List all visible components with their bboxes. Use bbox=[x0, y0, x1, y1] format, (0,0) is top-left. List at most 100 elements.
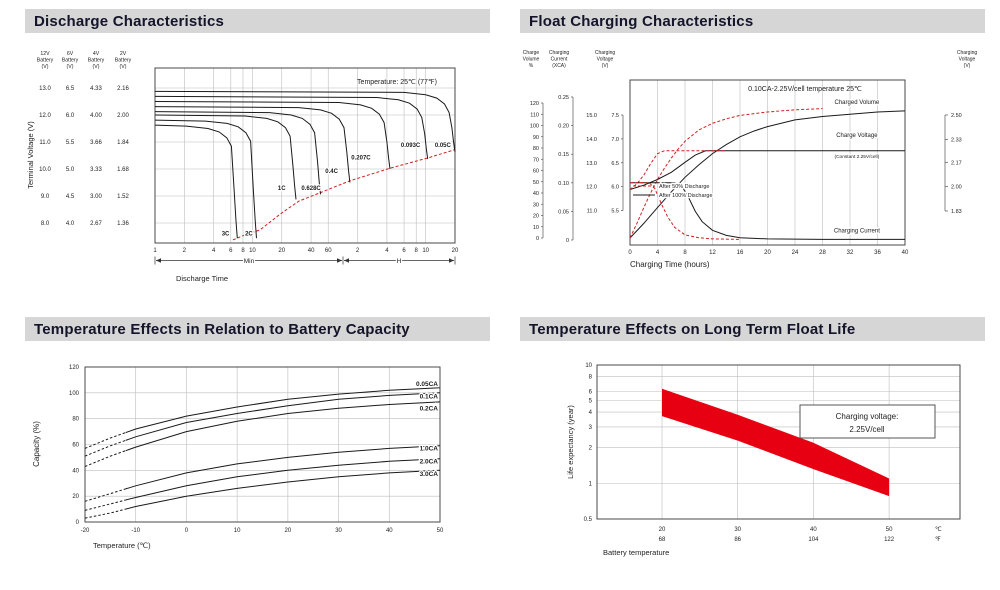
svg-text:120: 120 bbox=[530, 101, 539, 107]
svg-text:4.5: 4.5 bbox=[66, 194, 75, 200]
svg-text:0: 0 bbox=[628, 250, 632, 256]
svg-text:7.0: 7.0 bbox=[611, 137, 619, 143]
svg-text:10: 10 bbox=[249, 248, 256, 254]
svg-text:Charging: Charging bbox=[957, 50, 978, 56]
svg-text:104: 104 bbox=[808, 537, 819, 543]
section-title-float-charging: Float Charging Characteristics bbox=[520, 9, 985, 33]
svg-text:20: 20 bbox=[278, 248, 285, 254]
svg-text:Charge Voltage: Charge Voltage bbox=[836, 133, 878, 139]
svg-text:1.83: 1.83 bbox=[951, 209, 962, 215]
svg-text:8: 8 bbox=[241, 248, 245, 254]
svg-text:80: 80 bbox=[533, 146, 539, 152]
svg-text:11.0: 11.0 bbox=[39, 140, 51, 146]
svg-text:30: 30 bbox=[734, 527, 741, 533]
svg-text:4: 4 bbox=[656, 250, 660, 256]
svg-text:12.0: 12.0 bbox=[39, 113, 51, 119]
svg-text:8: 8 bbox=[589, 374, 593, 380]
svg-text:Battery temperature: Battery temperature bbox=[603, 548, 669, 557]
svg-text:20: 20 bbox=[285, 528, 292, 534]
svg-text:6.5: 6.5 bbox=[611, 161, 619, 167]
svg-text:3.0CA: 3.0CA bbox=[420, 471, 439, 478]
svg-text:30: 30 bbox=[335, 528, 342, 534]
svg-text:0: 0 bbox=[536, 236, 539, 242]
svg-text:9.0: 9.0 bbox=[41, 194, 50, 200]
svg-text:8: 8 bbox=[415, 248, 419, 254]
svg-text:Terminal Voltage (V): Terminal Voltage (V) bbox=[26, 121, 35, 189]
svg-text:5: 5 bbox=[589, 399, 593, 405]
svg-text:60: 60 bbox=[325, 248, 332, 254]
svg-text:Charging voltage:: Charging voltage: bbox=[836, 412, 899, 421]
svg-text:0.207C: 0.207C bbox=[351, 156, 371, 162]
svg-text:0: 0 bbox=[76, 520, 80, 526]
svg-text:Voltage: Voltage bbox=[597, 57, 614, 63]
svg-text:20: 20 bbox=[659, 527, 666, 533]
svg-text:4.00: 4.00 bbox=[90, 113, 102, 119]
svg-text:Volume: Volume bbox=[523, 57, 540, 63]
svg-text:122: 122 bbox=[884, 537, 895, 543]
float-life-chart: 1086543210.5206830864010450122℃℉Charging… bbox=[566, 363, 961, 557]
svg-text:After 50% Discharge: After 50% Discharge bbox=[659, 184, 709, 190]
svg-text:0.2CA: 0.2CA bbox=[420, 405, 439, 412]
svg-text:0.25: 0.25 bbox=[558, 95, 569, 101]
svg-text:7.5: 7.5 bbox=[611, 113, 619, 119]
svg-text:100: 100 bbox=[530, 124, 539, 130]
svg-text:50: 50 bbox=[533, 180, 539, 186]
svg-text:1C: 1C bbox=[278, 186, 286, 192]
svg-text:2.50: 2.50 bbox=[951, 113, 962, 119]
svg-text:Voltage: Voltage bbox=[959, 57, 976, 63]
svg-text:Temperature (℃): Temperature (℃) bbox=[93, 541, 151, 550]
section-title-discharge: Discharge Characteristics bbox=[25, 9, 490, 33]
svg-text:20: 20 bbox=[533, 214, 539, 220]
svg-text:Capacity (%): Capacity (%) bbox=[32, 421, 41, 467]
svg-text:0.05: 0.05 bbox=[558, 209, 569, 215]
svg-text:70: 70 bbox=[533, 157, 539, 163]
svg-text:3.66: 3.66 bbox=[90, 140, 102, 146]
svg-text:0.093C: 0.093C bbox=[401, 143, 421, 149]
svg-text:4: 4 bbox=[212, 248, 216, 254]
svg-text:6V: 6V bbox=[67, 51, 74, 57]
svg-text:Charging: Charging bbox=[595, 50, 616, 56]
svg-text:40: 40 bbox=[810, 527, 817, 533]
svg-text:Battery: Battery bbox=[88, 58, 105, 64]
svg-text:Charge: Charge bbox=[523, 50, 540, 56]
svg-text:H: H bbox=[397, 258, 402, 265]
svg-text:80: 80 bbox=[72, 417, 79, 423]
section-title-float-life: Temperature Effects on Long Term Float L… bbox=[520, 317, 985, 341]
svg-text:Charged Volume: Charged Volume bbox=[835, 100, 880, 106]
svg-text:2: 2 bbox=[356, 248, 360, 254]
svg-text:(V): (V) bbox=[67, 64, 74, 70]
svg-text:0: 0 bbox=[185, 528, 189, 534]
svg-text:Life expectancy (year): Life expectancy (year) bbox=[566, 405, 575, 479]
svg-text:3: 3 bbox=[589, 425, 593, 431]
svg-text:6: 6 bbox=[402, 248, 406, 254]
svg-text:50: 50 bbox=[886, 527, 893, 533]
svg-text:4.33: 4.33 bbox=[90, 86, 102, 92]
svg-text:120: 120 bbox=[69, 365, 80, 371]
svg-text:32: 32 bbox=[847, 250, 854, 256]
temperature-capacity-chart: -20 -10 0 10 20 30 40 50 0 20 40 60 80 100 120 Capacity… bbox=[32, 365, 444, 550]
svg-text:0.10CA-2.25V/cell temperature: 0.10CA-2.25V/cell temperature 25℃ bbox=[748, 86, 862, 93]
svg-text:40: 40 bbox=[902, 250, 909, 256]
svg-text:4V: 4V bbox=[93, 51, 100, 57]
svg-text:(V): (V) bbox=[120, 64, 127, 70]
svg-text:5.0: 5.0 bbox=[66, 167, 75, 173]
float-charging-characteristics-chart: 0 4 8 12 16 20 24 28 32 36 40 Charging Time (hours)… bbox=[523, 50, 978, 269]
svg-text:13.0: 13.0 bbox=[586, 161, 597, 167]
svg-text:6.0: 6.0 bbox=[611, 185, 619, 191]
svg-text:1.68: 1.68 bbox=[117, 167, 129, 173]
svg-text:1.0CA: 1.0CA bbox=[420, 445, 439, 452]
svg-text:20: 20 bbox=[72, 494, 79, 500]
svg-text:0.4C: 0.4C bbox=[325, 169, 338, 175]
svg-text:(V): (V) bbox=[602, 63, 609, 69]
svg-text:0.05CA: 0.05CA bbox=[416, 381, 438, 388]
svg-text:6.5: 6.5 bbox=[66, 86, 75, 92]
svg-text:0.20: 0.20 bbox=[558, 124, 569, 130]
svg-text:0.5: 0.5 bbox=[584, 517, 593, 523]
svg-text:2.0CA: 2.0CA bbox=[420, 458, 439, 465]
svg-text:28: 28 bbox=[819, 250, 826, 256]
svg-text:3C: 3C bbox=[222, 232, 230, 238]
svg-text:12: 12 bbox=[709, 250, 716, 256]
svg-text:(V): (V) bbox=[964, 63, 971, 69]
svg-text:40: 40 bbox=[72, 468, 79, 474]
